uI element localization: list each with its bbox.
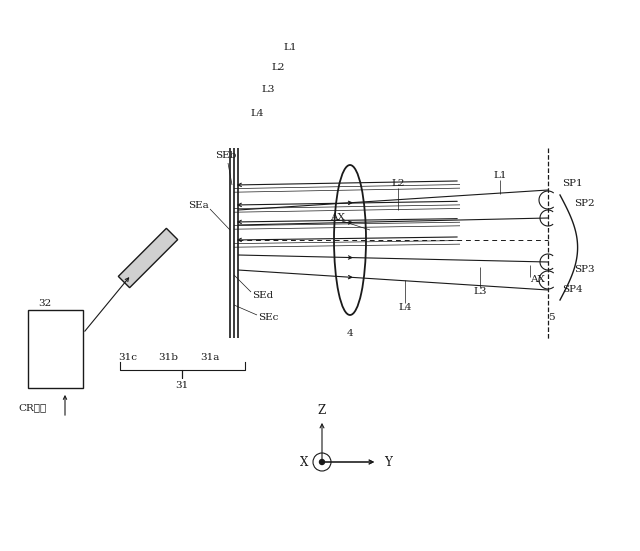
Text: 31c: 31c	[118, 354, 138, 363]
Text: SEb: SEb	[215, 150, 236, 159]
Text: L1: L1	[284, 42, 297, 51]
Text: SP1: SP1	[562, 179, 582, 187]
Text: L1: L1	[493, 170, 507, 180]
Text: L4: L4	[250, 109, 264, 117]
Text: 32: 32	[38, 299, 51, 307]
Text: SEc: SEc	[258, 314, 278, 322]
Polygon shape	[118, 228, 178, 288]
Text: L2: L2	[391, 179, 404, 187]
Text: 31b: 31b	[158, 354, 178, 363]
Text: 4: 4	[347, 328, 353, 338]
Text: AX: AX	[330, 213, 345, 223]
Text: L2: L2	[271, 63, 285, 73]
Text: SP3: SP3	[574, 266, 595, 274]
Text: SEa: SEa	[188, 201, 209, 209]
Text: Z: Z	[318, 403, 326, 417]
Text: Y: Y	[384, 456, 392, 469]
Text: CRから: CRから	[18, 403, 46, 413]
Circle shape	[319, 460, 324, 464]
Text: SEd: SEd	[252, 290, 273, 300]
Text: 31: 31	[175, 381, 189, 391]
Text: SP2: SP2	[574, 198, 595, 208]
Text: 5: 5	[548, 314, 555, 322]
Text: X: X	[300, 456, 308, 469]
Text: L3: L3	[261, 85, 275, 95]
Bar	[28, 310, 83, 388]
Text: L4: L4	[398, 302, 412, 311]
Text: L3: L3	[473, 288, 487, 296]
Text: SP4: SP4	[562, 285, 582, 294]
Text: 31a: 31a	[200, 354, 220, 363]
Text: AX: AX	[530, 276, 545, 284]
